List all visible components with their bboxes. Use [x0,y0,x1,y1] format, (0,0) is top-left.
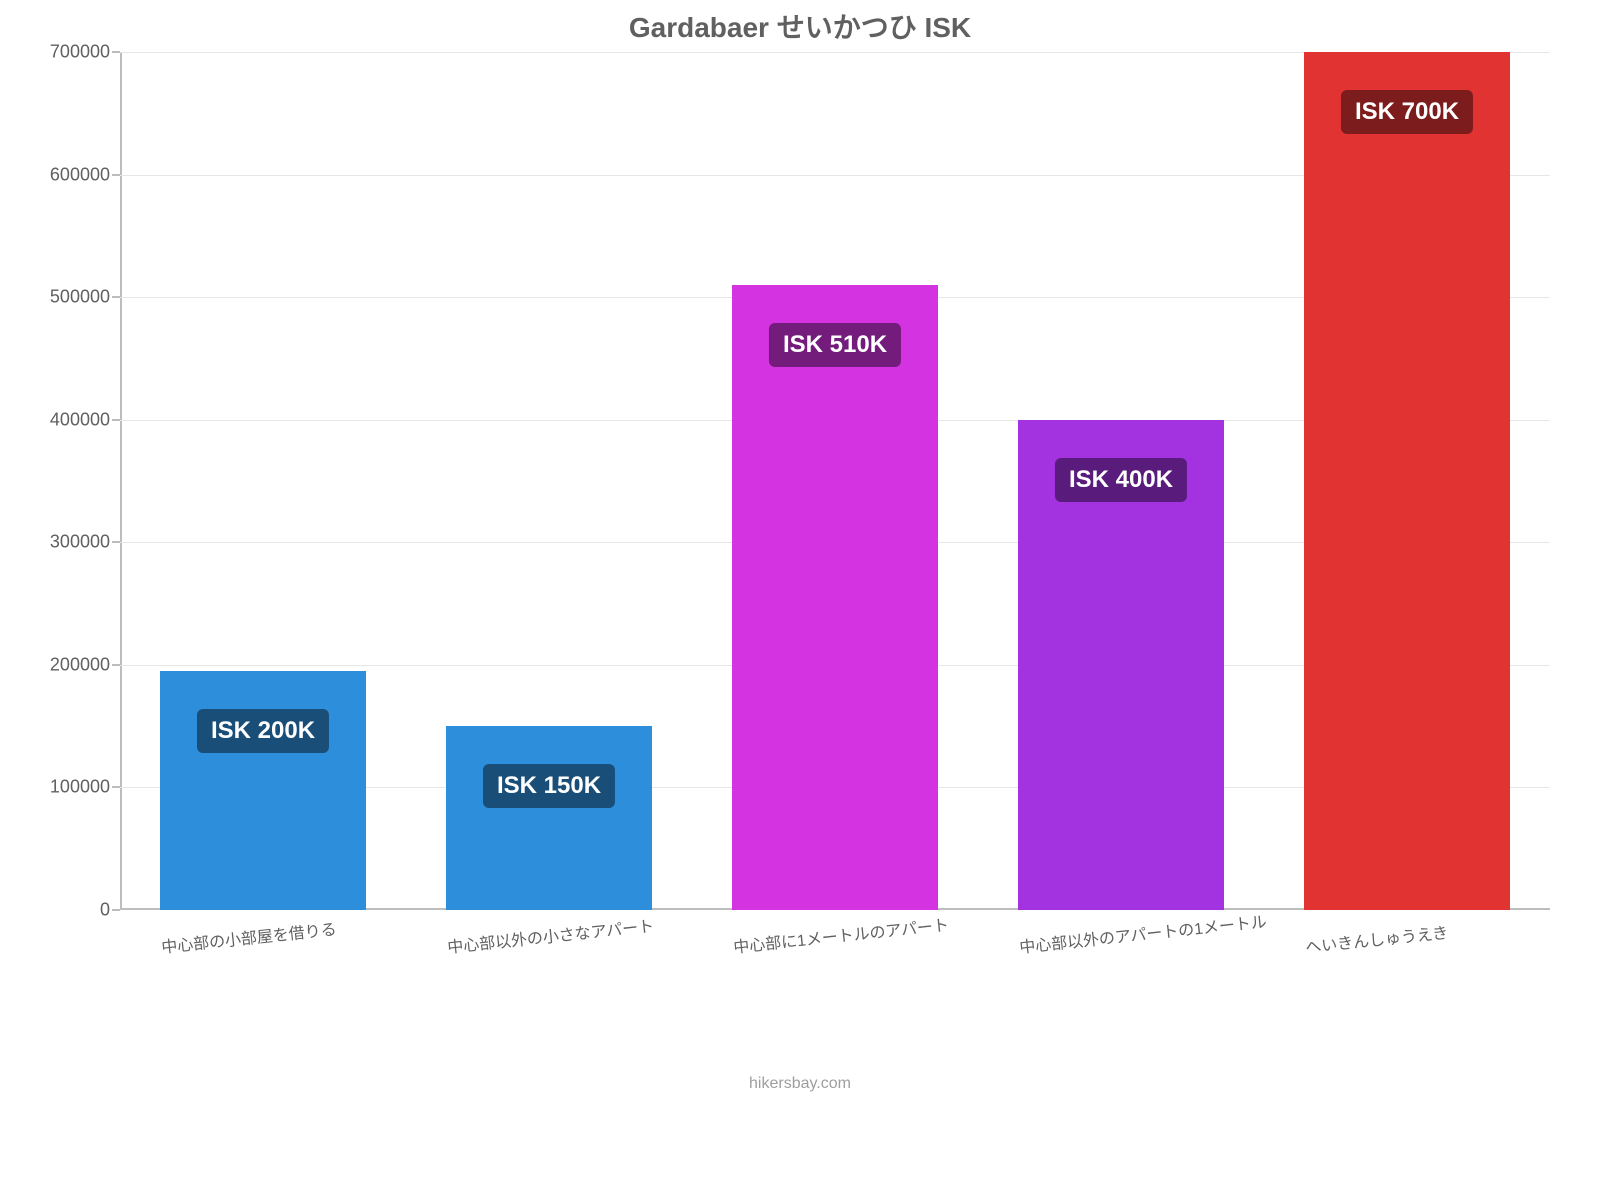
ytick-mark [112,786,120,788]
bar [732,285,938,910]
ytick-label: 100000 [50,777,110,798]
bar-data-label: ISK 150K [483,764,615,808]
bar [1304,52,1510,910]
xtick-label: 中心部以外のアパートの1メートル [1018,908,1268,958]
ytick-label: 700000 [50,42,110,63]
ytick-mark [112,541,120,543]
bar [160,671,366,910]
ytick-mark [112,174,120,176]
chart-wrap: Gardabaer せいかつひ ISK 01000002000003000004… [0,0,1600,1200]
ytick-mark [112,909,120,911]
ytick-label: 400000 [50,409,110,430]
ytick-label: 0 [100,900,110,921]
plot-area: 0100000200000300000400000500000600000700… [120,52,1550,910]
xtick-label: 中心部の小部屋を借りる [160,916,338,958]
ytick-label: 500000 [50,287,110,308]
ytick-label: 200000 [50,654,110,675]
ytick-label: 600000 [50,164,110,185]
bar-data-label: ISK 510K [769,323,901,367]
chart-title: Gardabaer せいかつひ ISK [0,6,1600,46]
bar [446,726,652,910]
xtick-label: 中心部に1メートルのアパート [732,911,950,958]
credit-text: hikersbay.com [0,1075,1600,1093]
xtick-label: 中心部以外の小さなアパート [446,912,655,958]
bar-data-label: ISK 400K [1055,458,1187,502]
bar-data-label: ISK 200K [197,709,329,753]
y-axis-line [120,52,122,910]
ytick-label: 300000 [50,532,110,553]
ytick-mark [112,419,120,421]
ytick-mark [112,51,120,53]
bar-data-label: ISK 700K [1341,90,1473,134]
ytick-mark [112,296,120,298]
ytick-mark [112,664,120,666]
xtick-label: へいきんしゅうえき [1304,919,1449,958]
